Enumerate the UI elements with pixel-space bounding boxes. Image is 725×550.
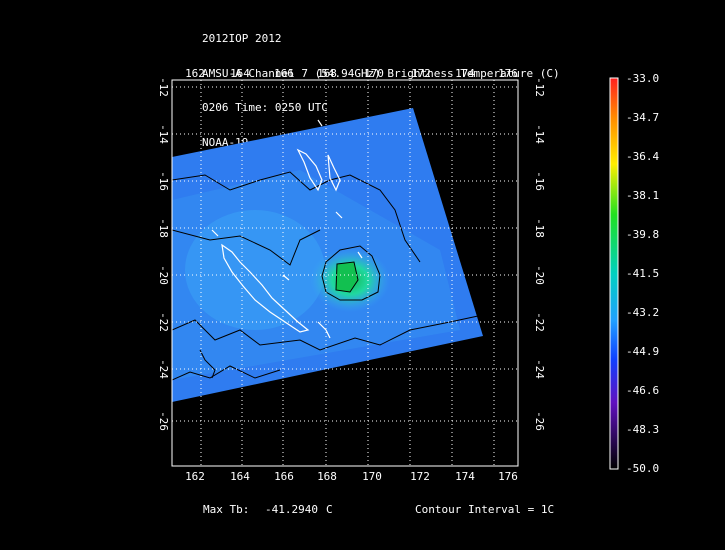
map-header: 2012IOP 2012 AMSU-A Channel 7 (54.94GHz)… [202, 10, 560, 160]
lon-tick-label: 174 [455, 470, 475, 483]
max-tb-contour [335, 261, 359, 293]
lat-tick-label: -22 [533, 312, 546, 332]
lon-tick-label: 172 [411, 67, 431, 80]
header-storm-line: 2012IOP 2012 [202, 32, 282, 45]
colorbar-label: -33.0 [626, 72, 659, 85]
lon-tick-label: 166 [274, 470, 294, 483]
lon-tick-label: 172 [410, 470, 430, 483]
lat-tick-label: -18 [157, 218, 170, 238]
lat-tick-label: -16 [157, 171, 170, 191]
lon-tick-label: 168 [317, 470, 337, 483]
latitude-labels-left: -12 -14 -16 -18 -20 -22 -24 -26 [157, 77, 170, 431]
lat-tick-label: -26 [533, 411, 546, 431]
colorbar-label: -48.3 [626, 423, 659, 436]
colorbar-label: -38.1 [626, 189, 659, 202]
lat-tick-label: -24 [157, 359, 170, 379]
lat-tick-label: -16 [533, 171, 546, 191]
lat-tick-label: -26 [157, 411, 170, 431]
header-time-line: 0206 Time: 0250 UTC [202, 101, 328, 114]
max-tb-unit: C [326, 503, 333, 516]
lon-tick-label: 168 [317, 67, 337, 80]
lon-tick-label: 174 [455, 67, 475, 80]
colorbar-label: -36.4 [626, 150, 659, 163]
colorbar [609, 77, 619, 470]
lat-tick-label: -14 [533, 124, 546, 144]
lat-tick-label: -12 [157, 77, 170, 97]
max-tb-label: Max Tb: [203, 503, 250, 516]
longitude-labels-top: 162 164 166 168 170 172 174 176 [185, 67, 518, 80]
max-tb-value: -41.2940 [265, 503, 318, 516]
lat-tick-label: -12 [533, 77, 546, 97]
colorbar-label: -43.2 [626, 306, 659, 319]
lon-tick-label: 164 [230, 470, 250, 483]
lat-tick-label: -22 [157, 312, 170, 332]
lon-tick-label: 170 [362, 470, 382, 483]
lat-tick-label: -20 [533, 265, 546, 285]
header-satellite-line: NOAA-19 [202, 135, 249, 149]
latitude-labels-right: -12 -14 -16 -18 -20 -22 -24 -26 [533, 77, 546, 431]
lon-tick-label: 162 [185, 470, 205, 483]
colorbar-label: -39.8 [626, 228, 659, 241]
lon-tick-label: 164 [230, 67, 250, 80]
colorbar-labels: -33.0 -34.7 -36.4 -38.1 -39.8 -41.5 -43.… [626, 72, 659, 475]
lat-tick-label: -20 [157, 265, 170, 285]
lon-tick-label: 162 [185, 67, 205, 80]
plot-frame [171, 79, 519, 467]
colorbar-label: -46.6 [626, 384, 659, 397]
coastlines [211, 119, 363, 339]
lon-tick-label: 176 [498, 470, 518, 483]
lat-tick-label: -14 [157, 124, 170, 144]
colorbar-label: -44.9 [626, 345, 659, 358]
lon-tick-label: 166 [274, 67, 294, 80]
lat-tick-label: -24 [533, 359, 546, 379]
graticule [172, 80, 518, 466]
colorbar-label: -50.0 [626, 462, 659, 475]
lon-tick-label: 170 [364, 67, 384, 80]
contour-interval: Contour Interval = 1C [415, 503, 555, 516]
longitude-labels-bottom: 162 164 166 168 170 172 174 176 [185, 470, 518, 483]
colorbar-label: -41.5 [626, 267, 659, 280]
lat-tick-label: -18 [533, 218, 546, 238]
colorbar-label: -34.7 [626, 111, 659, 124]
header-product-line: AMSU-A Channel 7 (54.94GHz) Brightness T… [202, 66, 560, 80]
lon-tick-label: 176 [498, 67, 518, 80]
